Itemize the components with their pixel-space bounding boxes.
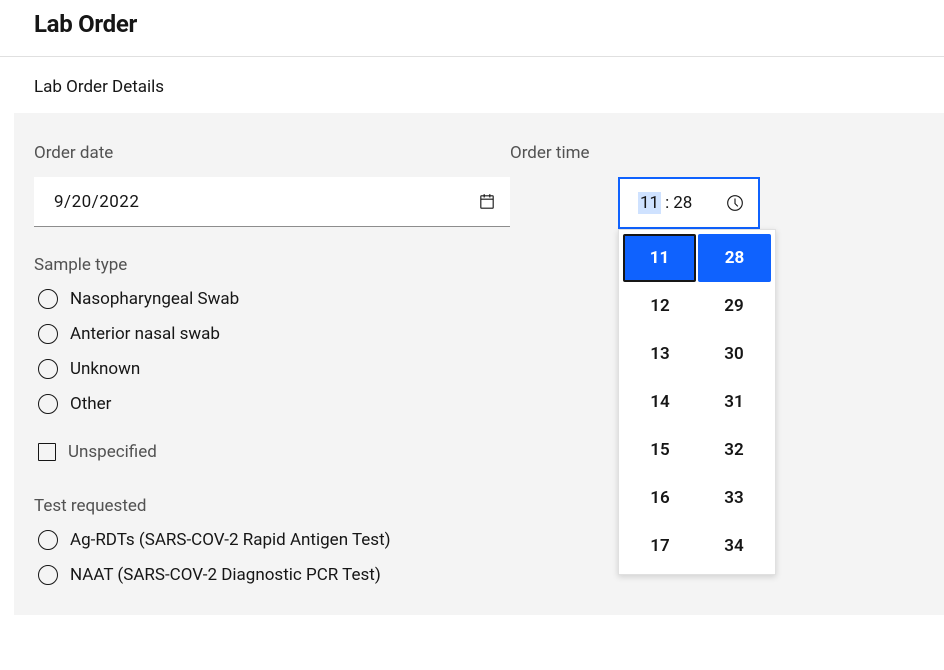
minute-option[interactable]: 31 bbox=[697, 378, 771, 426]
checkbox-box-icon bbox=[38, 443, 56, 461]
hour-option[interactable]: 15 bbox=[623, 426, 697, 474]
sample-type-option-label: Unknown bbox=[70, 359, 140, 379]
hour-option[interactable]: 12 bbox=[623, 282, 697, 330]
sample-type-option[interactable]: Unknown bbox=[34, 359, 924, 379]
sample-type-option-label: Anterior nasal swab bbox=[70, 324, 220, 344]
clock-icon bbox=[726, 194, 744, 212]
radio-circle-icon bbox=[38, 359, 58, 379]
radio-circle-icon bbox=[38, 565, 58, 585]
order-time-label: Order time bbox=[510, 143, 790, 163]
unspecified-label: Unspecified bbox=[68, 442, 157, 462]
test-requested-label: Test requested bbox=[34, 496, 924, 516]
radio-circle-icon bbox=[38, 324, 58, 344]
radio-circle-icon bbox=[38, 530, 58, 550]
time-dropdown: 11121314151617 28293031323334 bbox=[618, 229, 776, 575]
minutes-spinner[interactable]: 28293031323334 bbox=[697, 234, 771, 570]
unspecified-checkbox[interactable]: Unspecified bbox=[38, 442, 924, 462]
time-colon: : bbox=[661, 193, 673, 213]
sample-type-option-label: Other bbox=[70, 394, 111, 414]
sample-type-group: Nasopharyngeal Swab Anterior nasal swab Un… bbox=[34, 289, 924, 414]
form-area: Order date 9/20/2022 Order time 11 : 28 bbox=[14, 113, 944, 615]
test-requested-option[interactable]: Ag-RDTs (SARS-COV-2 Rapid Antigen Test) bbox=[34, 530, 924, 550]
minute-option[interactable]: 30 bbox=[697, 330, 771, 378]
test-requested-option-label: NAAT (SARS-COV-2 Diagnostic PCR Test) bbox=[70, 565, 381, 585]
hour-option[interactable]: 13 bbox=[623, 330, 697, 378]
test-requested-option-label: Ag-RDTs (SARS-COV-2 Rapid Antigen Test) bbox=[70, 530, 391, 550]
minute-option[interactable]: 34 bbox=[697, 522, 771, 570]
order-time-input[interactable]: 11 : 28 bbox=[618, 177, 760, 229]
sample-type-option[interactable]: Other bbox=[34, 394, 924, 414]
minute-option[interactable]: 28 bbox=[698, 234, 771, 282]
page-title: Lab Order bbox=[34, 10, 910, 38]
order-date-label: Order date bbox=[34, 143, 510, 163]
sample-type-option[interactable]: Anterior nasal swab bbox=[34, 324, 924, 344]
sample-type-option-label: Nasopharyngeal Swab bbox=[70, 289, 239, 309]
minute-option[interactable]: 32 bbox=[697, 426, 771, 474]
section-subheader: Lab Order Details bbox=[0, 57, 944, 113]
hour-option[interactable]: 17 bbox=[623, 522, 697, 570]
time-hours-selected: 11 bbox=[638, 192, 661, 214]
sample-type-label: Sample type bbox=[34, 255, 924, 275]
radio-circle-icon bbox=[38, 289, 58, 309]
minute-option[interactable]: 29 bbox=[697, 282, 771, 330]
hour-option[interactable]: 16 bbox=[623, 474, 697, 522]
hours-spinner[interactable]: 11121314151617 bbox=[623, 234, 697, 570]
test-requested-group: Ag-RDTs (SARS-COV-2 Rapid Antigen Test) N… bbox=[34, 530, 924, 585]
calendar-icon bbox=[478, 193, 496, 211]
hour-option[interactable]: 14 bbox=[623, 378, 697, 426]
radio-circle-icon bbox=[38, 394, 58, 414]
sample-type-option[interactable]: Nasopharyngeal Swab bbox=[34, 289, 924, 309]
order-time-value: 11 : 28 bbox=[638, 192, 692, 214]
hour-option[interactable]: 11 bbox=[623, 234, 696, 282]
order-date-value: 9/20/2022 bbox=[54, 192, 139, 212]
time-minutes: 28 bbox=[673, 193, 692, 213]
order-date-input[interactable]: 9/20/2022 bbox=[34, 177, 510, 227]
minute-option[interactable]: 33 bbox=[697, 474, 771, 522]
test-requested-option[interactable]: NAAT (SARS-COV-2 Diagnostic PCR Test) bbox=[34, 565, 924, 585]
page-header: Lab Order bbox=[0, 0, 944, 57]
